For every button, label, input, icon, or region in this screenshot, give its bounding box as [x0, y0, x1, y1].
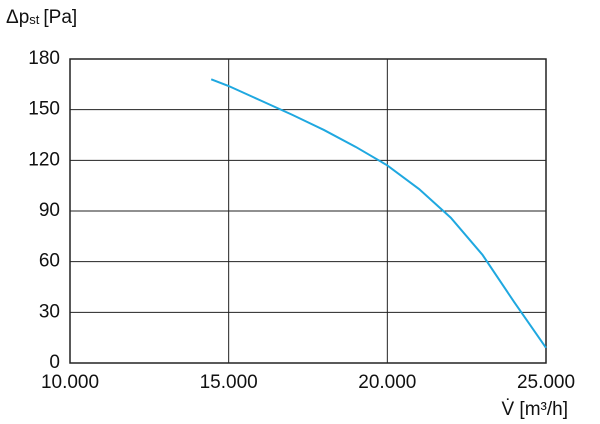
y-tick-label: 180 [28, 48, 60, 69]
y-tick-label: 90 [39, 200, 60, 221]
x-tick-label: 15.000 [200, 372, 258, 393]
y-label-symbol: Δp [6, 7, 29, 28]
y-label-subscript: st [29, 12, 40, 27]
y-tick-label: 150 [28, 99, 60, 120]
y-tick-label: 120 [28, 149, 60, 170]
x-axis-label: V̇ [m³/h] [501, 399, 568, 420]
y-tick-label: 0 [49, 352, 60, 373]
curve [210, 78, 547, 349]
plot-frame [69, 58, 547, 364]
x-tick-label: 10.000 [41, 372, 99, 393]
y-tick-label: 60 [39, 251, 60, 272]
y-tick-label: 30 [39, 301, 60, 322]
y-axis-label: Δpst [Pa] [6, 7, 77, 28]
x-tick-label: 25.000 [517, 372, 575, 393]
x-tick-label: 20.000 [358, 372, 416, 393]
y-label-unit: [Pa] [43, 7, 77, 28]
